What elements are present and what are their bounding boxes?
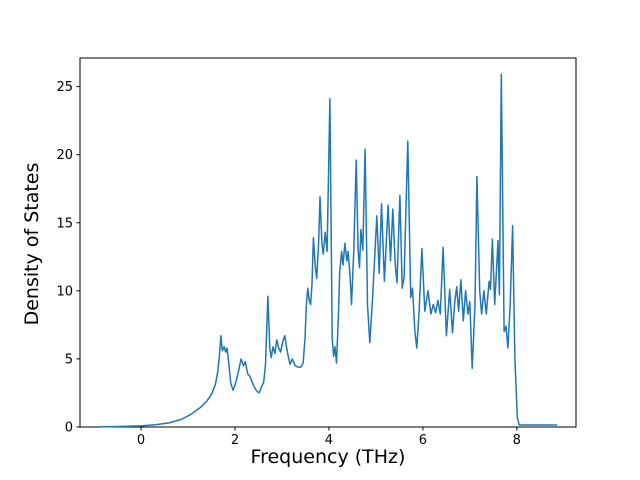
x-tick-label: 6: [419, 433, 427, 448]
x-tick-label: 4: [325, 433, 333, 448]
x-axis-label: Frequency (THz): [250, 446, 406, 468]
axes-frame: [79, 57, 577, 428]
y-tick-label: 25: [56, 80, 73, 95]
y-axis-label: Density of States: [21, 162, 43, 326]
dos-curve: [99, 73, 558, 428]
y-tick-label: 15: [56, 216, 73, 231]
x-tick-label: 2: [231, 433, 239, 448]
x-tick-label: 8: [513, 433, 521, 448]
x-tick-label: 0: [137, 433, 145, 448]
y-tick-label: 5: [65, 352, 73, 367]
y-tick-label: 0: [65, 421, 73, 436]
y-tick-label: 10: [56, 284, 73, 299]
y-tick-label: 20: [56, 148, 73, 163]
